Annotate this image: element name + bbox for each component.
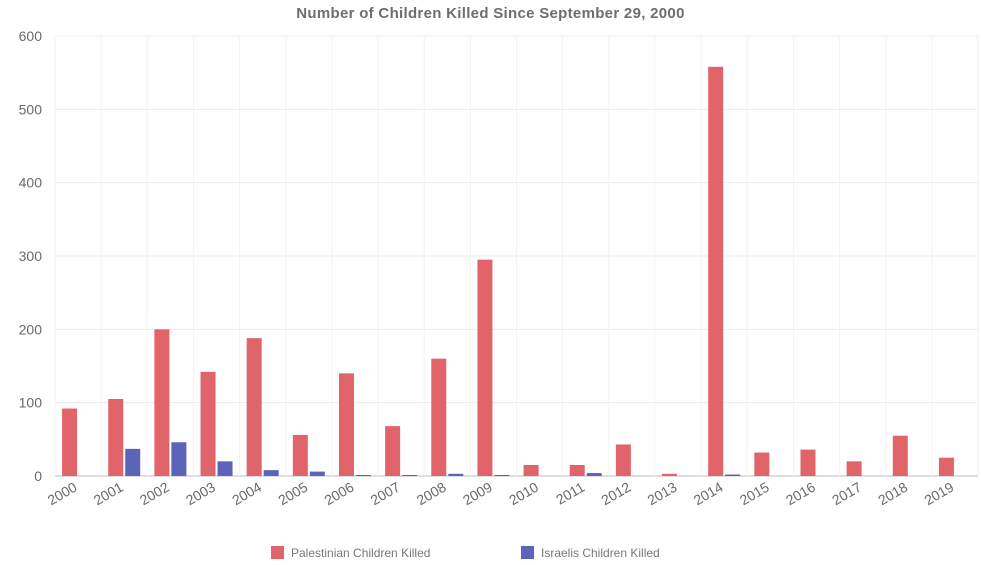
bar-palestinian bbox=[385, 426, 401, 476]
bar-palestinian bbox=[662, 473, 678, 476]
y-tick-label: 100 bbox=[19, 395, 43, 411]
x-tick-label: 2000 bbox=[45, 479, 80, 509]
bar-palestinian bbox=[200, 371, 216, 476]
legend-label: Israelis Children Killed bbox=[541, 546, 660, 560]
legend: Palestinian Children Killed Israelis Chil… bbox=[271, 546, 660, 560]
x-tick-label: 2007 bbox=[368, 479, 403, 509]
grid bbox=[54, 35, 979, 477]
bar-palestinian bbox=[523, 465, 539, 476]
legend-swatch bbox=[271, 546, 284, 559]
x-tick-label: 2017 bbox=[829, 479, 864, 509]
x-tick-label: 2003 bbox=[183, 479, 218, 509]
legend-label: Palestinian Children Killed bbox=[291, 546, 430, 560]
bar-palestinian bbox=[708, 66, 724, 477]
bar-israeli bbox=[263, 470, 279, 476]
bar-israeli bbox=[494, 475, 510, 476]
bar-israeli bbox=[217, 461, 233, 476]
y-tick-label: 600 bbox=[19, 28, 43, 44]
bar-palestinian bbox=[154, 329, 170, 476]
bars bbox=[62, 66, 954, 477]
bar-israeli bbox=[171, 442, 187, 476]
x-tick-label: 2001 bbox=[91, 479, 126, 509]
bar-palestinian bbox=[892, 435, 908, 476]
legend-swatch bbox=[521, 546, 534, 559]
bar-palestinian bbox=[846, 461, 862, 476]
x-tick-label: 2012 bbox=[598, 479, 633, 509]
x-tick-label: 2010 bbox=[506, 479, 541, 509]
x-tick-label: 2004 bbox=[229, 479, 264, 509]
bar-palestinian bbox=[338, 373, 354, 476]
bar-palestinian bbox=[938, 457, 954, 476]
x-tick-label: 2008 bbox=[414, 479, 449, 509]
bar-israeli bbox=[402, 475, 418, 476]
bar-palestinian bbox=[477, 259, 493, 476]
bar-israeli bbox=[448, 473, 464, 476]
chart-title: Number of Children Killed Since Septembe… bbox=[296, 5, 685, 22]
bar-palestinian bbox=[246, 338, 262, 476]
bar-palestinian bbox=[569, 465, 585, 476]
x-tick-label: 2018 bbox=[875, 479, 910, 509]
bar-israeli bbox=[355, 475, 371, 476]
x-tick-label: 2011 bbox=[553, 479, 587, 508]
bar-palestinian bbox=[800, 449, 816, 476]
x-tick-label: 2015 bbox=[737, 479, 772, 509]
x-tick-label: 2016 bbox=[783, 479, 818, 509]
bar-israeli bbox=[725, 474, 741, 476]
x-tick-label: 2005 bbox=[275, 479, 310, 509]
y-tick-label: 0 bbox=[34, 468, 42, 484]
x-tick-label: 2002 bbox=[137, 479, 172, 509]
bar-israeli bbox=[125, 448, 141, 476]
y-tick-label: 300 bbox=[19, 248, 43, 264]
bar-israeli bbox=[309, 471, 325, 476]
bar-palestinian bbox=[292, 434, 308, 476]
x-tick-label: 2019 bbox=[921, 479, 956, 509]
x-tick-label: 2006 bbox=[321, 479, 356, 509]
bar-palestinian bbox=[108, 399, 124, 476]
bar-israeli bbox=[586, 473, 602, 476]
x-tick-label: 2014 bbox=[691, 479, 726, 509]
x-tick-label: 2013 bbox=[645, 479, 680, 509]
x-tick-label: 2009 bbox=[460, 479, 495, 509]
bar-palestinian bbox=[431, 358, 447, 476]
y-tick-label: 500 bbox=[19, 101, 43, 117]
bar-palestinian bbox=[615, 444, 631, 476]
y-tick-label: 200 bbox=[19, 321, 43, 337]
bar-palestinian bbox=[754, 452, 770, 476]
y-tick-label: 400 bbox=[19, 175, 43, 191]
bar-palestinian bbox=[62, 408, 78, 476]
